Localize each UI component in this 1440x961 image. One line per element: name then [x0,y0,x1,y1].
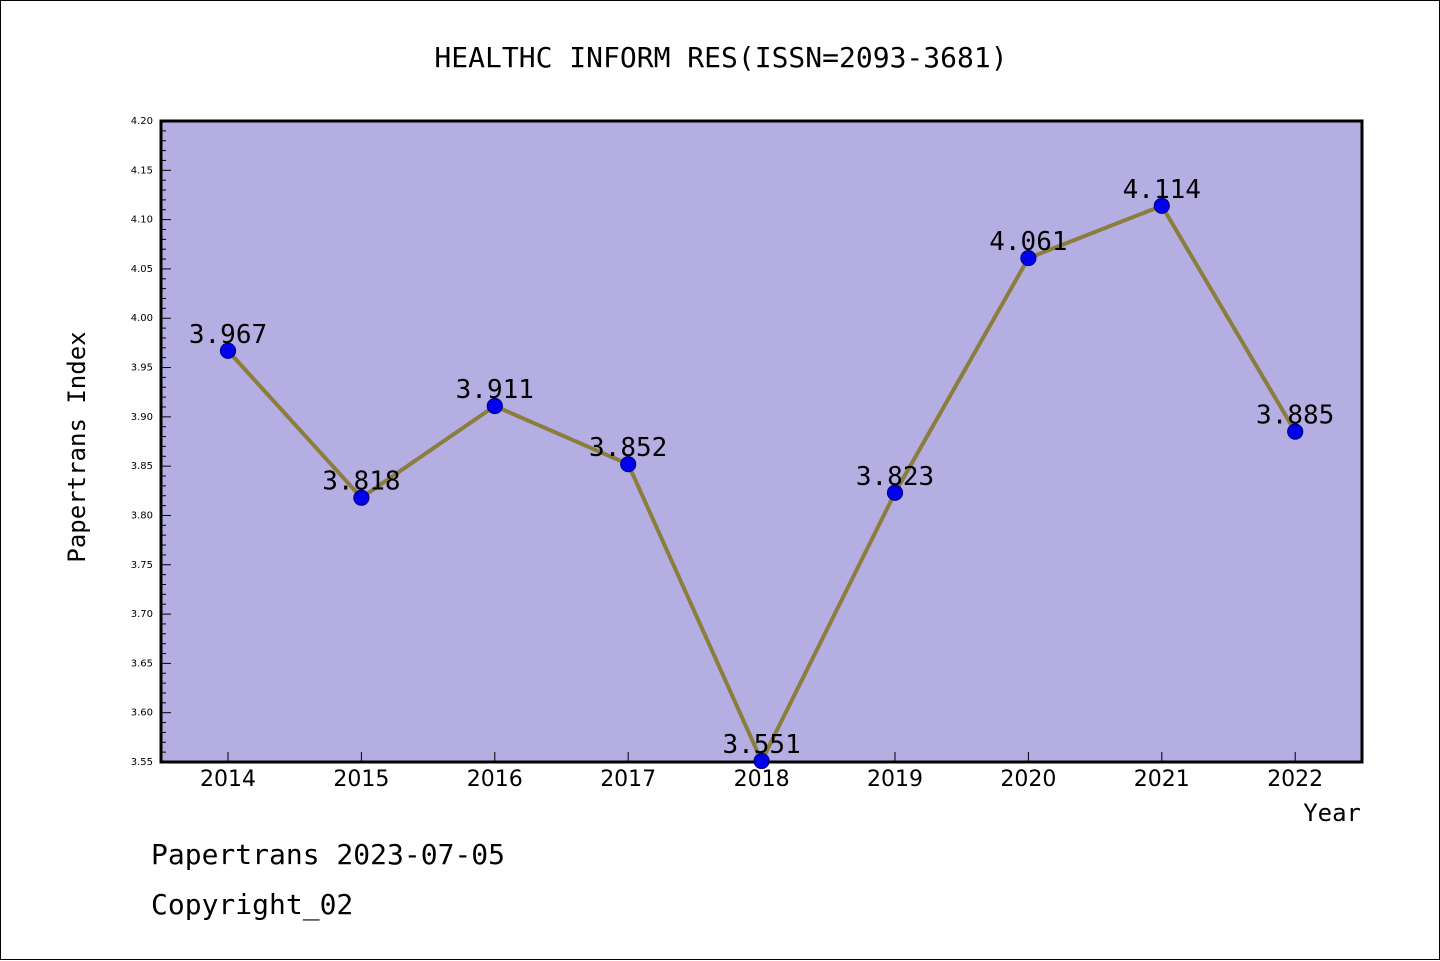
x-tick-label: 2014 [200,767,256,792]
y-axis: 3.55 3.60 3.65 3.70 3.75 3.80 3.85 3.90 3.95 4.00… [131,116,171,768]
x-axis: 2014 2015 2016 2017 2018 2019 2020 2021 2022 [200,752,1323,792]
y-tick-label: 3.55 [131,757,153,768]
data-point-marker [620,456,637,473]
data-label: 3.818 [322,467,400,497]
y-tick-label: 4.05 [131,264,153,275]
data-point-marker [1153,197,1170,214]
data-point-marker [486,397,503,415]
data-label: 3.885 [1256,401,1334,431]
y-tick-label: 4.00 [131,313,153,324]
data-point-marker [886,484,904,501]
footer-copyright: Copyright_02 [151,888,353,922]
data-label: 4.114 [1123,175,1201,205]
y-tick-label: 3.95 [131,363,153,374]
data-point-marker [1020,249,1037,267]
x-tick-label: 2015 [333,767,389,792]
data-label: 3.852 [589,433,667,463]
y-tick-label: 3.75 [131,560,153,571]
x-tick-label: 2020 [1000,767,1056,792]
y-tick-label: 4.15 [131,165,153,176]
x-tick-label: 2019 [867,767,923,792]
data-point-marker [219,342,237,359]
data-label-group: 3.967 3.818 3.911 3.852 3.551 3.823 4.061 4.114… [189,175,1334,760]
data-label: 3.823 [856,462,934,492]
y-tick-label: 3.90 [131,412,153,423]
data-label: 4.061 [989,227,1067,257]
y-tick-label: 3.60 [131,708,153,719]
data-label: 3.551 [722,730,800,760]
footer-date: Papertrans 2023-07-05 [151,838,505,871]
x-tick-label: 2021 [1134,767,1190,792]
data-point-marker [1287,423,1304,440]
y-tick-label: 3.80 [131,510,153,521]
y-tick-label: 4.20 [131,116,153,127]
x-tick-label: 2022 [1267,767,1323,792]
chart-title: HEALTHC INFORM RES(ISSN=2093-3681) [434,41,1007,74]
y-tick-label: 3.65 [131,658,153,669]
data-label: 3.967 [189,320,267,350]
y-tick-label: 3.85 [131,461,153,472]
x-tick-label: 2016 [467,767,523,792]
x-tick-label: 2017 [600,767,656,792]
data-point-marker [753,752,770,770]
y-tick-label: 4.10 [131,215,153,226]
y-axis-label: Papertrans Index [63,331,91,562]
plot-area [159,119,1364,764]
x-tick-label: 2018 [734,767,790,792]
data-label: 3.911 [456,375,534,405]
data-point-marker [353,489,370,506]
x-axis-label: Year [1303,799,1361,827]
marker-group [219,197,1304,770]
y-tick-label: 3.70 [131,609,153,620]
